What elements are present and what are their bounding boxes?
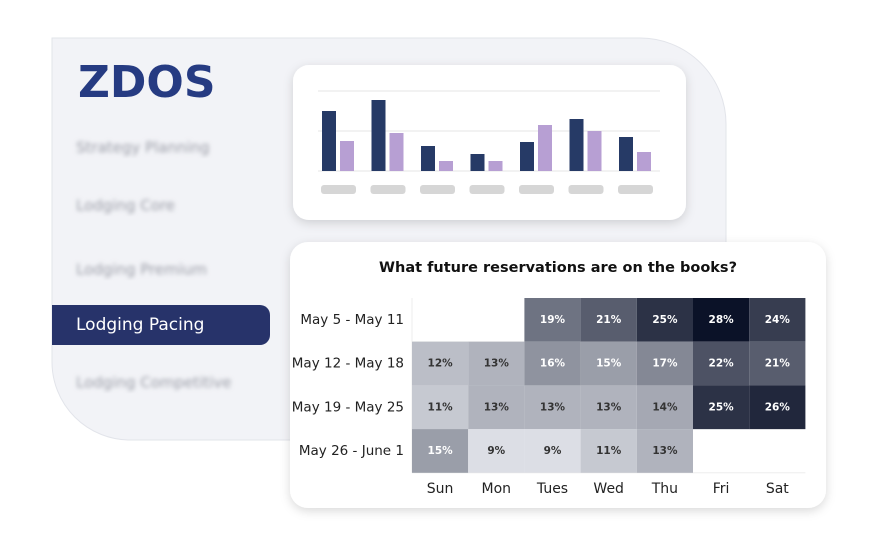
bar bbox=[520, 142, 534, 171]
nav-item[interactable]: Lodging Competitive bbox=[76, 374, 232, 392]
cell-label: 13% bbox=[484, 401, 510, 413]
column-label: Fri bbox=[713, 481, 730, 497]
heat-cell bbox=[636, 341, 693, 386]
heat-cell bbox=[636, 429, 693, 473]
nav: Strategy Planning Lodging Core Lodging Pre… bbox=[52, 139, 270, 392]
cell-label: 22% bbox=[709, 358, 735, 370]
heat-cell bbox=[524, 298, 581, 342]
bar bbox=[470, 154, 485, 171]
row-label: May 19 - May 25 bbox=[292, 399, 404, 415]
heat-cell bbox=[749, 385, 806, 430]
column-label: Tues bbox=[536, 481, 568, 497]
cell-label: 14% bbox=[652, 401, 678, 413]
cell-label: 19% bbox=[540, 314, 566, 326]
cell-label: 15% bbox=[428, 445, 454, 457]
nav-item[interactable]: Lodging Core bbox=[76, 197, 175, 215]
nav-item[interactable]: Lodging Pacing bbox=[76, 315, 204, 335]
bar bbox=[488, 161, 503, 171]
heat-cell bbox=[468, 429, 525, 473]
bar bbox=[619, 137, 633, 171]
heat-cell bbox=[693, 298, 750, 342]
bar bbox=[421, 146, 435, 171]
heat-cell bbox=[412, 341, 469, 386]
column-label: Sat bbox=[766, 481, 789, 497]
cell-label: 21% bbox=[596, 314, 622, 326]
cell-label: 25% bbox=[709, 401, 735, 413]
label-placeholder bbox=[519, 185, 554, 194]
column-label: Wed bbox=[593, 481, 624, 497]
nav-item[interactable]: Strategy Planning bbox=[76, 139, 210, 157]
bar bbox=[322, 111, 336, 171]
heat-cell bbox=[524, 385, 581, 430]
row-label: May 5 - May 11 bbox=[300, 312, 404, 328]
cell-label: 24% bbox=[765, 314, 791, 326]
label-placeholder bbox=[568, 185, 604, 194]
label-placeholder bbox=[321, 185, 356, 194]
heat-cell bbox=[636, 298, 693, 342]
heat-cell bbox=[524, 429, 581, 473]
cell-label: 17% bbox=[652, 358, 678, 370]
bar bbox=[637, 152, 651, 171]
label-placeholder bbox=[420, 185, 455, 194]
cell-label: 9% bbox=[544, 445, 562, 457]
bar bbox=[340, 141, 354, 171]
mini-chart bbox=[318, 90, 660, 194]
heat-cell bbox=[636, 385, 693, 430]
cell-label: 9% bbox=[487, 445, 505, 457]
cell-label: 15% bbox=[596, 358, 622, 370]
nav-active-bg bbox=[52, 305, 270, 345]
mini-chart-card bbox=[293, 65, 686, 220]
label-placeholder bbox=[618, 185, 653, 194]
heat-cell bbox=[468, 385, 525, 430]
heat-cell bbox=[693, 341, 750, 386]
bar bbox=[538, 125, 552, 171]
logo: ZDOS bbox=[78, 57, 216, 108]
label-placeholder bbox=[370, 185, 406, 194]
heat-cell bbox=[749, 298, 806, 342]
heatmap-title: What future reservations are on the book… bbox=[379, 260, 737, 276]
bar bbox=[569, 119, 584, 171]
cell-label: 12% bbox=[428, 358, 454, 370]
label-placeholder bbox=[469, 185, 505, 194]
heat-cell bbox=[749, 341, 806, 386]
heat-cell bbox=[693, 385, 750, 430]
cell-label: 11% bbox=[596, 445, 622, 457]
cell-label: 11% bbox=[428, 401, 454, 413]
nav-item[interactable]: Lodging Premium bbox=[76, 261, 207, 279]
heat-cell bbox=[580, 341, 637, 386]
heat-cell bbox=[468, 341, 525, 386]
cell-label: 26% bbox=[765, 401, 791, 413]
row-label: May 12 - May 18 bbox=[292, 356, 404, 372]
bar bbox=[587, 131, 602, 171]
heat-cell bbox=[412, 429, 469, 473]
cell-label: 13% bbox=[652, 445, 678, 457]
heat-cell bbox=[580, 385, 637, 430]
heatmap: May 5 - May 11 May 12 - May 18 May 19 - Ma… bbox=[292, 298, 806, 497]
row-label: May 26 - June 1 bbox=[299, 443, 404, 459]
cell-label: 25% bbox=[652, 314, 678, 326]
column-label: Thu bbox=[651, 481, 678, 497]
heat-cell bbox=[524, 341, 581, 386]
heat-cell bbox=[580, 298, 637, 342]
cell-label: 13% bbox=[596, 401, 622, 413]
cell-label: 13% bbox=[484, 358, 510, 370]
column-label: Sun bbox=[427, 481, 454, 497]
bar bbox=[389, 133, 404, 171]
column-label: Mon bbox=[482, 481, 512, 497]
cell-label: 13% bbox=[540, 401, 566, 413]
cell-label: 21% bbox=[765, 358, 791, 370]
bar bbox=[371, 100, 386, 171]
heat-cell bbox=[412, 385, 469, 430]
heat-cell bbox=[580, 429, 637, 473]
cell-label: 16% bbox=[540, 358, 566, 370]
bar bbox=[439, 161, 453, 171]
cell-label: 28% bbox=[709, 314, 735, 326]
